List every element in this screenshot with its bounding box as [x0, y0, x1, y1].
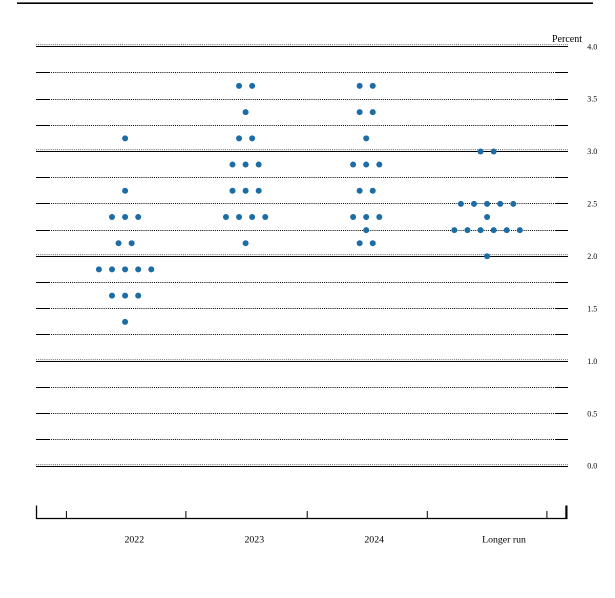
- svg-text:1.0: 1.0: [587, 357, 597, 366]
- svg-text:1.5: 1.5: [587, 304, 597, 313]
- svg-text:2024: 2024: [364, 534, 384, 545]
- svg-text:0.0: 0.0: [587, 462, 597, 471]
- svg-text:Longer run: Longer run: [482, 534, 526, 545]
- svg-text:2.0: 2.0: [587, 252, 597, 261]
- svg-text:2.5: 2.5: [587, 200, 597, 209]
- svg-text:3.5: 3.5: [587, 95, 597, 104]
- svg-text:2022: 2022: [125, 534, 145, 545]
- svg-text:4.0: 4.0: [587, 42, 597, 51]
- svg-text:0.5: 0.5: [587, 409, 597, 418]
- svg-text:Percent: Percent: [552, 34, 582, 45]
- svg-text:3.0: 3.0: [587, 147, 597, 156]
- svg-text:2023: 2023: [245, 534, 265, 545]
